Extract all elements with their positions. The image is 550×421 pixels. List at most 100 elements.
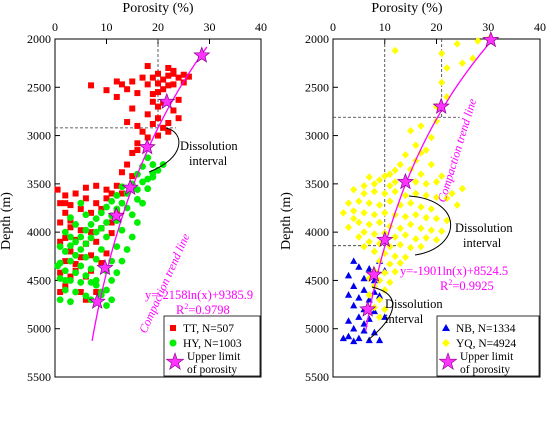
left-upper-limit-star	[138, 138, 156, 155]
left-hy-point	[77, 233, 85, 241]
right-yq-point	[396, 224, 404, 233]
right-yq-point	[375, 295, 384, 304]
right-yq-point	[386, 222, 394, 231]
left-tt-point	[149, 98, 156, 105]
left-reference-lines	[55, 39, 176, 129]
left-hy-point	[134, 219, 141, 226]
left-y-tick-label: 2000	[27, 32, 51, 46]
right-yq-point	[417, 149, 425, 157]
right-nb-point	[350, 301, 358, 309]
right-nb-point	[355, 313, 363, 320]
right-legend: NB, N=1334 YQ, N=4924 Upper limit of por…	[436, 315, 540, 377]
right-yq-point	[370, 247, 378, 256]
left-tt-point	[113, 78, 120, 85]
left-hy-point	[128, 211, 136, 219]
left-y-tick-label: 2500	[27, 80, 51, 94]
left-hy-point	[61, 228, 69, 236]
left-hy-point	[72, 269, 79, 277]
left-upper-limit-star	[96, 258, 114, 276]
right-upper-limit-stars	[359, 31, 500, 317]
left-tt-point	[77, 289, 84, 296]
right-yq-point	[365, 274, 373, 283]
right-yq-point	[401, 253, 410, 262]
right-x-tick-label: 0	[330, 20, 336, 34]
left-tt-point	[62, 234, 69, 241]
left-hy-point	[108, 296, 116, 304]
right-yq-point	[386, 181, 394, 190]
left-hy-point	[87, 221, 95, 228]
left-tt-point	[129, 78, 136, 85]
left-trend-r2-r: R	[176, 303, 185, 317]
right-trend-r2-r: R	[440, 279, 449, 293]
left-tt-point	[67, 202, 74, 209]
left-trend-equation: y=-2158ln(x)+9385.9	[145, 288, 253, 302]
right-x-tick-label: 10	[379, 20, 391, 34]
left-upper-limit-star	[121, 178, 139, 196]
right-yq-point	[375, 201, 384, 209]
right-yq-point	[474, 37, 482, 45]
right-yq-point	[375, 218, 384, 227]
left-tt-point	[103, 87, 110, 94]
right-yq-point	[360, 242, 368, 251]
right-yq-point	[453, 40, 461, 48]
left-dissolution-bracket	[148, 127, 180, 173]
right-yq-point	[401, 151, 410, 159]
left-hy-point	[118, 226, 126, 234]
left-legend: TT, N=507 HY, N=1003 Upper limit of poro…	[163, 315, 261, 377]
left-tt-point	[175, 74, 182, 81]
left-hy-point	[72, 251, 79, 259]
left-tt-point	[88, 82, 95, 89]
right-yq-point	[375, 313, 384, 321]
right-yq-point	[438, 49, 446, 58]
left-tt-point	[134, 140, 141, 147]
right-yq-point	[370, 210, 378, 219]
left-tt-point	[62, 258, 69, 265]
right-yq-point	[417, 122, 425, 130]
left-y-tick-label: 5500	[27, 370, 51, 384]
left-hy-point	[87, 278, 95, 286]
left-upper-limit-star	[88, 292, 106, 309]
right-yq-point	[391, 166, 399, 175]
right-data-points	[339, 35, 492, 345]
left-hy-point	[92, 255, 100, 263]
left-hy-point	[149, 173, 157, 181]
right-trend-equation: y=-1901ln(x)+8524.5	[400, 264, 508, 278]
right-yq-point	[401, 231, 410, 239]
right-yq-point	[339, 209, 347, 217]
right-legend-label-upper-limit-2: of porosity	[460, 364, 510, 376]
right-yq-point	[443, 93, 451, 101]
right-yq-point	[396, 240, 404, 249]
right-yq-point	[407, 126, 415, 135]
left-hy-point	[92, 228, 100, 236]
right-yq-point	[396, 160, 404, 169]
right-y-tick-label: 2000	[305, 32, 329, 46]
right-nb-point	[355, 294, 363, 301]
left-hy-point	[61, 248, 69, 255]
left-tt-point	[103, 186, 110, 193]
right-yq-point	[401, 191, 410, 200]
right-dissolution-label-1: Dissolution	[455, 221, 513, 235]
left-hy-point	[113, 192, 121, 199]
right-yq-point	[391, 233, 399, 241]
left-hy-point	[67, 257, 74, 265]
right-yq-point	[422, 180, 430, 188]
right-yq-point	[438, 172, 446, 180]
right-yq-point	[360, 189, 368, 198]
left-tt-point	[175, 96, 182, 103]
right-trend-r2: R2=0.9925	[440, 278, 494, 293]
right-nb-point	[350, 257, 358, 264]
right-yq-point	[381, 268, 389, 277]
left-tt-point	[149, 74, 156, 81]
right-yq-point	[412, 235, 420, 243]
left-tt-point	[165, 64, 172, 71]
left-x-tick-label: 10	[101, 20, 113, 34]
left-hy-point	[103, 219, 110, 226]
left-legend-marker-tt	[170, 325, 176, 331]
left-tt-point	[144, 63, 151, 70]
right-yq-point	[417, 170, 425, 178]
right-legend-label-yq: YQ, N=4924	[456, 338, 516, 350]
right-nb-point	[381, 313, 389, 320]
right-y-tick-label: 5500	[305, 370, 329, 384]
left-hy-point	[92, 277, 100, 284]
